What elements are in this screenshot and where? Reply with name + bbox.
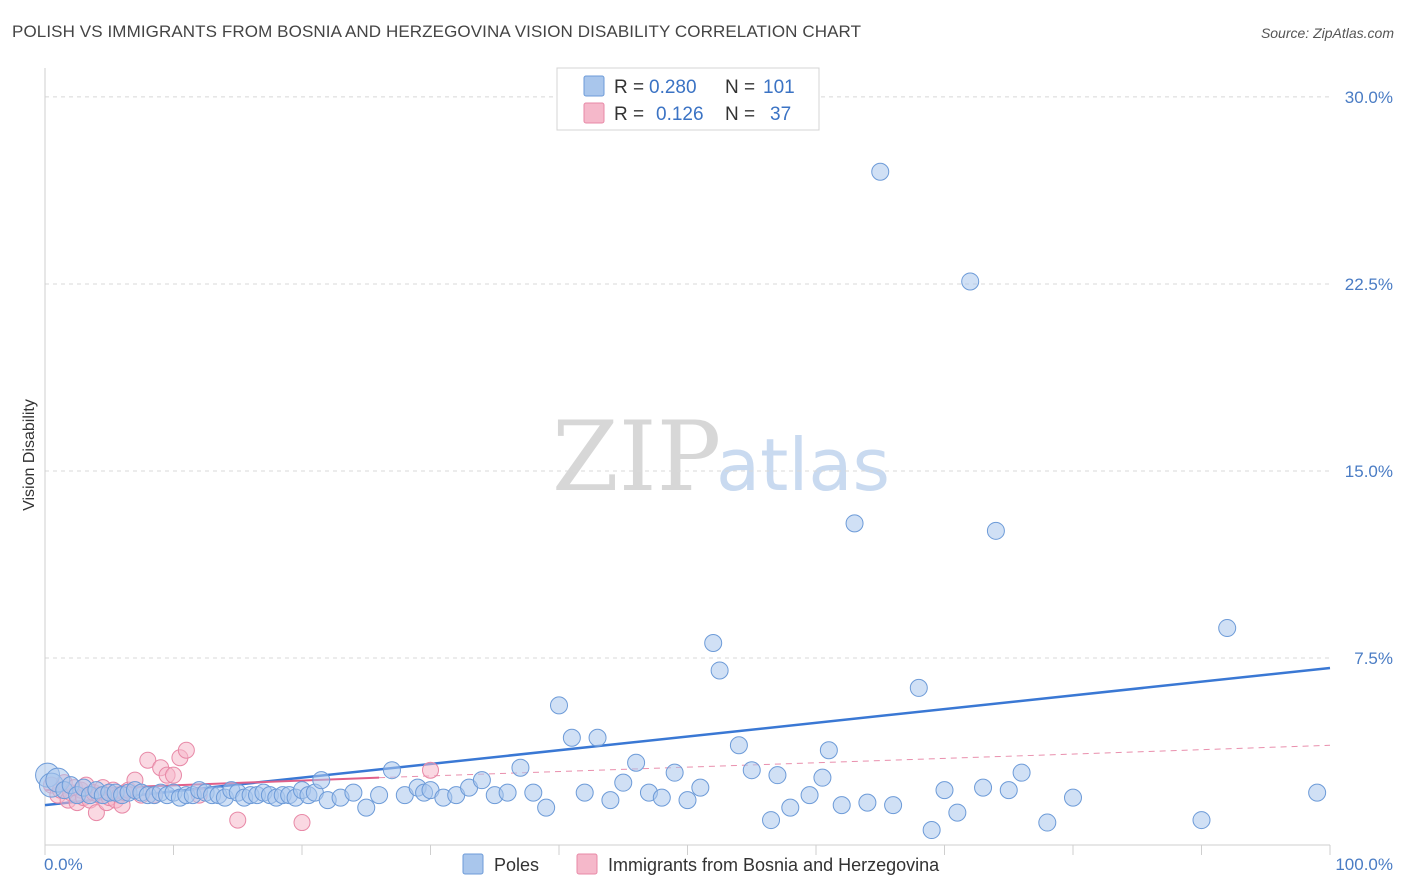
poles-point [562,728,581,747]
poles-point [871,162,890,181]
watermark-zip: ZIP [552,401,721,513]
poles-point [601,791,620,810]
x-tick-label: 0.0% [44,855,83,874]
poles-point [1038,813,1057,832]
bosnia-point [87,804,105,822]
bottom-legend-bosnia: Immigrants from Bosnia and Herzegovina [608,855,940,875]
poles-point [999,781,1018,800]
poles-point [652,788,671,807]
bottom-legend-poles: Poles [494,855,539,875]
poles-point [729,736,748,755]
chart-title: POLISH VS IMMIGRANTS FROM BOSNIA AND HER… [12,22,862,41]
chart-source: Source: ZipAtlas.com [1260,25,1394,41]
poles-point [370,786,389,805]
bottom-legend-swatch-bosnia [576,853,598,875]
bosnia-trend-extension [379,744,1331,779]
poles-point [832,796,851,815]
bosnia-point [229,811,247,829]
y-tick-label: 7.5% [1354,649,1393,668]
legend-bosnia-n-label: N = [725,104,755,125]
bosnia-point [165,766,182,784]
poles-point [537,798,556,817]
poles-points [35,162,1327,840]
bosnia-point [422,761,439,779]
poles-point [762,811,781,830]
poles-point [884,796,903,815]
poles-point [691,778,710,797]
poles-point [382,761,401,780]
poles-point [678,791,697,810]
poles-point [575,783,594,802]
y-tick-label: 22.5% [1345,275,1393,294]
poles-point [498,783,517,802]
legend-bosnia-r-label: R = [614,104,644,125]
poles-point [1064,788,1082,807]
poles-point [1192,811,1211,830]
x-axis-ticks: 0.0% 100.0% [44,855,1393,874]
poles-point [858,793,877,812]
y-tick-label: 30.0% [1345,88,1393,107]
axes [44,68,1331,855]
legend-bosnia-n-value: 37 [770,104,791,125]
poles-point [627,753,646,772]
poles-point [511,758,530,777]
poles-point [909,678,928,697]
bottom-legend-swatch-poles [462,853,484,875]
poles-point [472,771,491,790]
bosnia-point [293,814,311,832]
legend-swatch-poles [583,75,605,97]
legend-poles-r-label: R = [614,77,644,98]
poles-point [819,741,838,760]
poles-point [813,768,832,787]
legend-poles-r-value: 0.280 [649,77,697,98]
poles-point [742,761,761,780]
legend-swatch-bosnia [583,102,605,124]
poles-point [781,798,800,817]
poles-point [357,798,376,817]
poles-point [922,821,941,840]
poles-point [1012,763,1031,782]
poles-point [800,786,819,805]
poles-point [312,771,331,790]
poles-point [704,634,723,653]
legend-poles-n-value: 101 [763,77,795,98]
poles-point [974,778,993,797]
poles-point [588,728,607,747]
poles-point [665,763,684,782]
poles-point [550,696,568,715]
poles-point [948,803,967,822]
bosnia-point [139,751,157,769]
watermark: ZIP atlas [552,401,890,513]
poles-point [1308,783,1327,802]
poles-point [845,514,864,533]
poles-point [1218,619,1237,638]
poles-point [344,783,363,802]
y-axis-ticks: 7.5% 15.0% 22.5% 30.0% [1345,88,1393,668]
poles-point [614,773,633,792]
poles-point [986,521,1005,540]
legend-box: R = 0.280 N = 101 R = 0.126 N = 37 [556,67,820,131]
poles-point [710,661,729,680]
poles-point [524,783,543,802]
legend-poles-n-label: N = [725,77,755,98]
poles-point [935,781,954,800]
y-axis-label: Vision Disability [21,399,38,511]
bottom-legend: Poles Immigrants from Bosnia and Herzego… [462,853,940,875]
y-tick-label: 15.0% [1345,462,1393,481]
poles-point [961,272,980,291]
legend-bosnia-r-value: 0.126 [656,104,704,125]
x-tick-label: 100.0% [1335,855,1393,874]
poles-point [768,766,787,785]
bosnia-point [177,741,195,759]
grid [45,96,1330,659]
watermark-atlas: atlas [716,423,890,507]
